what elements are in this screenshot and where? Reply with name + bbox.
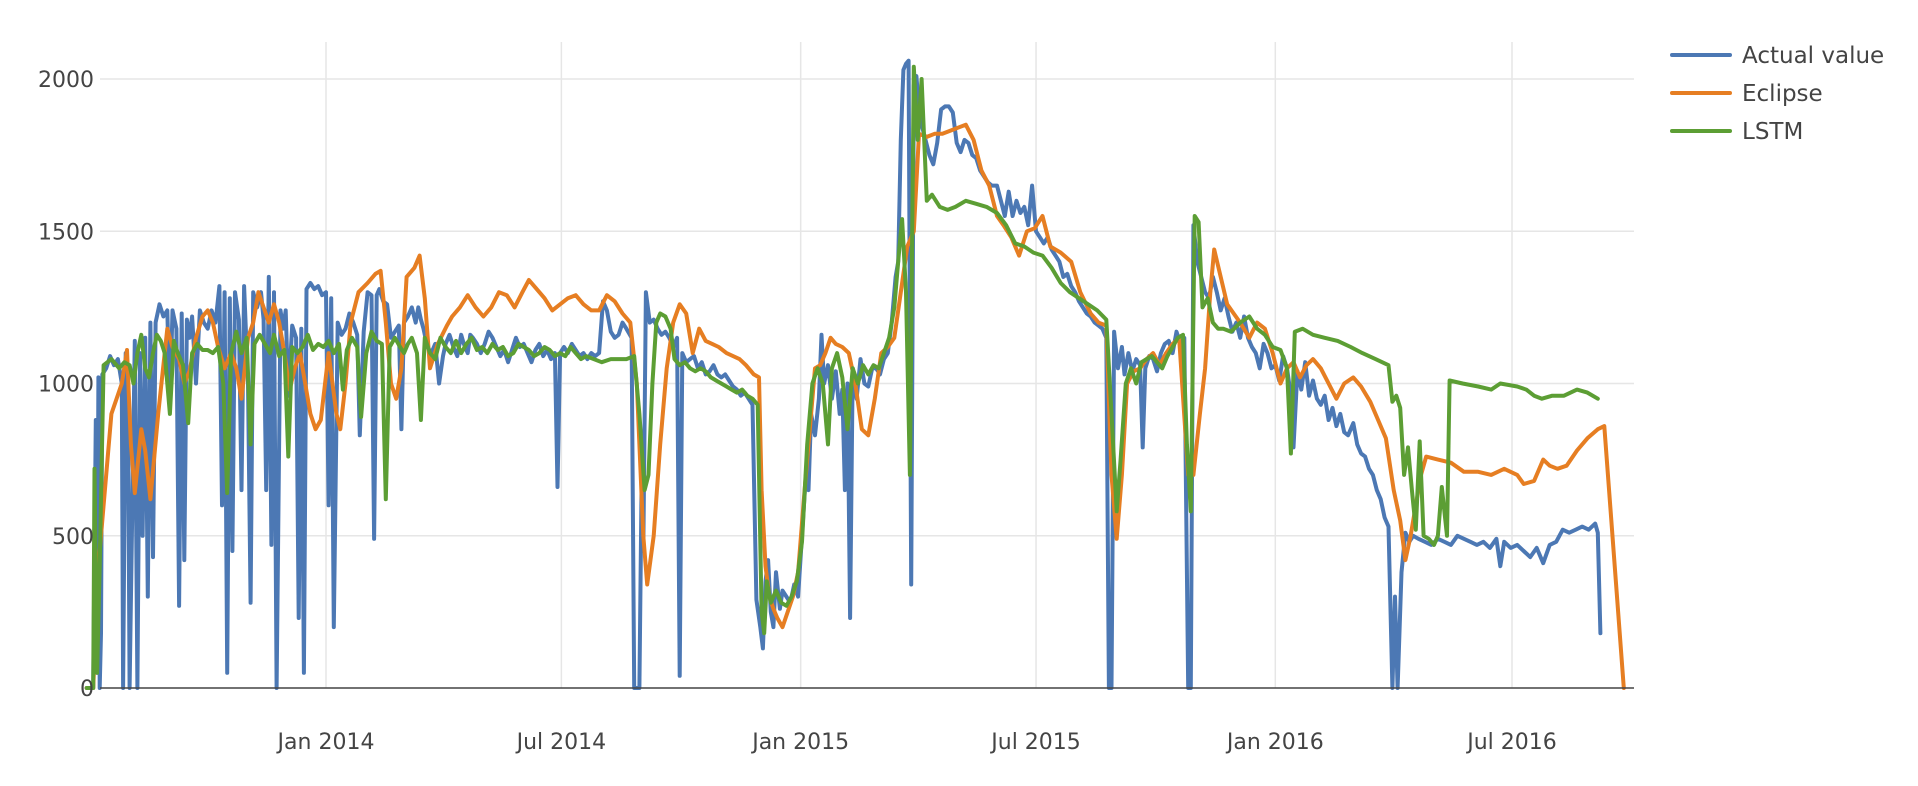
y-tick-label: 1500 — [38, 220, 94, 245]
legend-label: Actual value — [1742, 43, 1884, 69]
y-axis: 0 500 1000 1500 2000 — [38, 68, 94, 702]
legend-item[interactable]: Eclipse — [1670, 81, 1823, 107]
x-tick-label: Jan 2014 — [276, 730, 375, 755]
x-tick-label: Jul 2016 — [1465, 730, 1557, 755]
y-tick-label: 0 — [80, 677, 94, 702]
legend-label: LSTM — [1742, 119, 1803, 145]
x-axis: Jan 2014 Jul 2014 Jan 2015 Jul 2015 Jan 2016… — [276, 730, 1557, 755]
series-line-actual-value — [84, 58, 1603, 690]
y-tick-label: 2000 — [38, 68, 94, 93]
legend-label: Eclipse — [1742, 81, 1823, 107]
series-line-lstm — [84, 64, 1600, 690]
x-tick-label: Jan 2016 — [1225, 730, 1324, 755]
legend-item[interactable]: Actual value — [1670, 43, 1884, 69]
y-tick-label: 1000 — [38, 373, 94, 398]
x-tick-label: Jul 2015 — [989, 730, 1081, 755]
series-layer — [84, 58, 1626, 690]
x-tick-label: Jan 2015 — [750, 730, 849, 755]
y-tick-label: 500 — [52, 525, 94, 550]
legend[interactable]: Actual value Eclipse LSTM — [1670, 43, 1884, 145]
legend-item[interactable]: LSTM — [1670, 119, 1803, 145]
x-tick-label: Jul 2014 — [515, 730, 607, 755]
